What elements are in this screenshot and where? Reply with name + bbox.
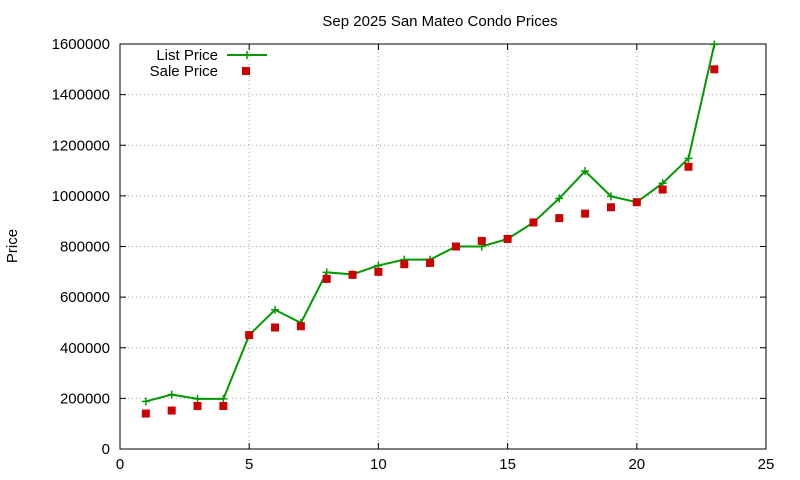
legend-label: List Price	[156, 47, 218, 64]
list-price-point	[606, 192, 615, 201]
list-price-point	[555, 194, 564, 203]
chart-title: Sep 2025 San Mateo Condo Prices	[322, 13, 557, 30]
x-tick-label: 20	[628, 456, 645, 473]
series-layer	[141, 40, 719, 418]
sale-price-point	[606, 203, 615, 212]
y-tick-label: 1400000	[52, 87, 110, 104]
sale-price-point	[684, 162, 693, 171]
sale-price-point	[141, 409, 150, 418]
sale-price-point	[529, 218, 538, 227]
sale-price-point	[477, 236, 486, 245]
legend-label: Sale Price	[150, 63, 218, 80]
list-price-point	[710, 40, 719, 49]
axes: 0 5 10 15 20 25 0 200000 400000 600000 800000 10000…	[52, 36, 775, 473]
y-tick-label: 1200000	[52, 137, 110, 154]
sale-price-point	[322, 274, 331, 283]
sale-price-point	[426, 258, 435, 267]
sale-price-point	[167, 406, 176, 415]
grid-lines	[120, 44, 766, 449]
list-price-point	[581, 167, 590, 176]
list-price-point	[167, 390, 176, 399]
y-tick-label: 1000000	[52, 188, 110, 205]
sale-price-point	[451, 242, 460, 251]
list-price-point	[243, 51, 251, 59]
sale-price-point	[503, 234, 512, 243]
list-price-point	[219, 394, 228, 403]
sale-price-point	[555, 214, 564, 223]
list-price-point	[271, 305, 280, 314]
y-tick-label: 200000	[60, 390, 110, 407]
sale-price-point	[348, 270, 357, 279]
x-tick-label: 15	[499, 456, 516, 473]
y-tick-label: 400000	[60, 340, 110, 357]
sale-price-point	[245, 331, 254, 340]
sale-price-point	[219, 401, 228, 410]
list-price-point	[684, 154, 693, 163]
sale-price-point	[296, 322, 305, 331]
y-tick-label: 0	[102, 441, 110, 458]
x-tick-label: 5	[245, 456, 253, 473]
sale-price-point	[710, 65, 719, 74]
sale-price-point	[632, 198, 641, 207]
y-axis-label: Price	[4, 229, 21, 263]
sale-price-point	[271, 323, 280, 332]
list-price-point	[193, 394, 202, 403]
sale-price-point	[658, 185, 667, 194]
y-tick-label: 600000	[60, 289, 110, 306]
x-tick-label: 10	[370, 456, 387, 473]
x-tick-label: 25	[758, 456, 775, 473]
sale-price-point	[581, 209, 590, 218]
sale-price-point	[400, 260, 409, 269]
x-tick-label: 0	[116, 456, 124, 473]
list-price-point	[141, 397, 150, 406]
sale-price-point	[374, 267, 383, 276]
sale-price-point	[193, 401, 202, 410]
list-price-line	[145, 44, 716, 403]
legend-square-sample	[242, 67, 250, 75]
y-tick-label: 800000	[60, 239, 110, 256]
y-tick-label: 1600000	[52, 36, 110, 53]
